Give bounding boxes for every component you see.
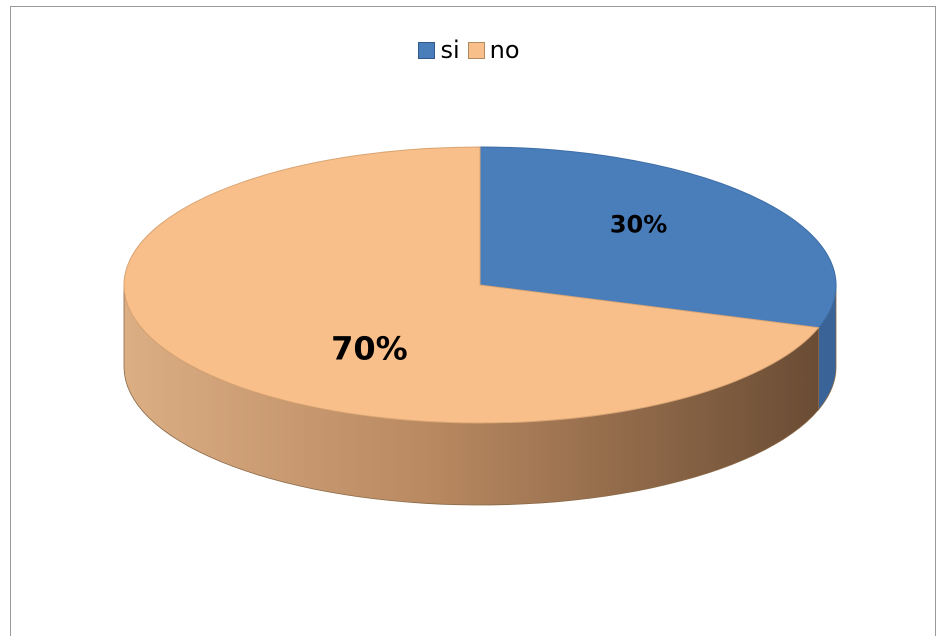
legend: si no	[0, 36, 938, 64]
data-label-no: 70%	[331, 329, 408, 367]
pie-tops	[123, 146, 837, 424]
legend-label-si: si	[440, 36, 460, 64]
legend-swatch-no	[467, 41, 485, 59]
pie-slice-no	[123, 146, 820, 424]
legend-item-no: no	[467, 36, 520, 64]
pie-labels: 30% 70%	[331, 211, 667, 368]
legend-swatch-si	[418, 41, 436, 59]
legend-item-si: si	[418, 36, 460, 64]
legend-label-no: no	[489, 36, 520, 64]
pie-slice-si	[479, 146, 837, 329]
data-label-si: 30%	[610, 211, 667, 239]
